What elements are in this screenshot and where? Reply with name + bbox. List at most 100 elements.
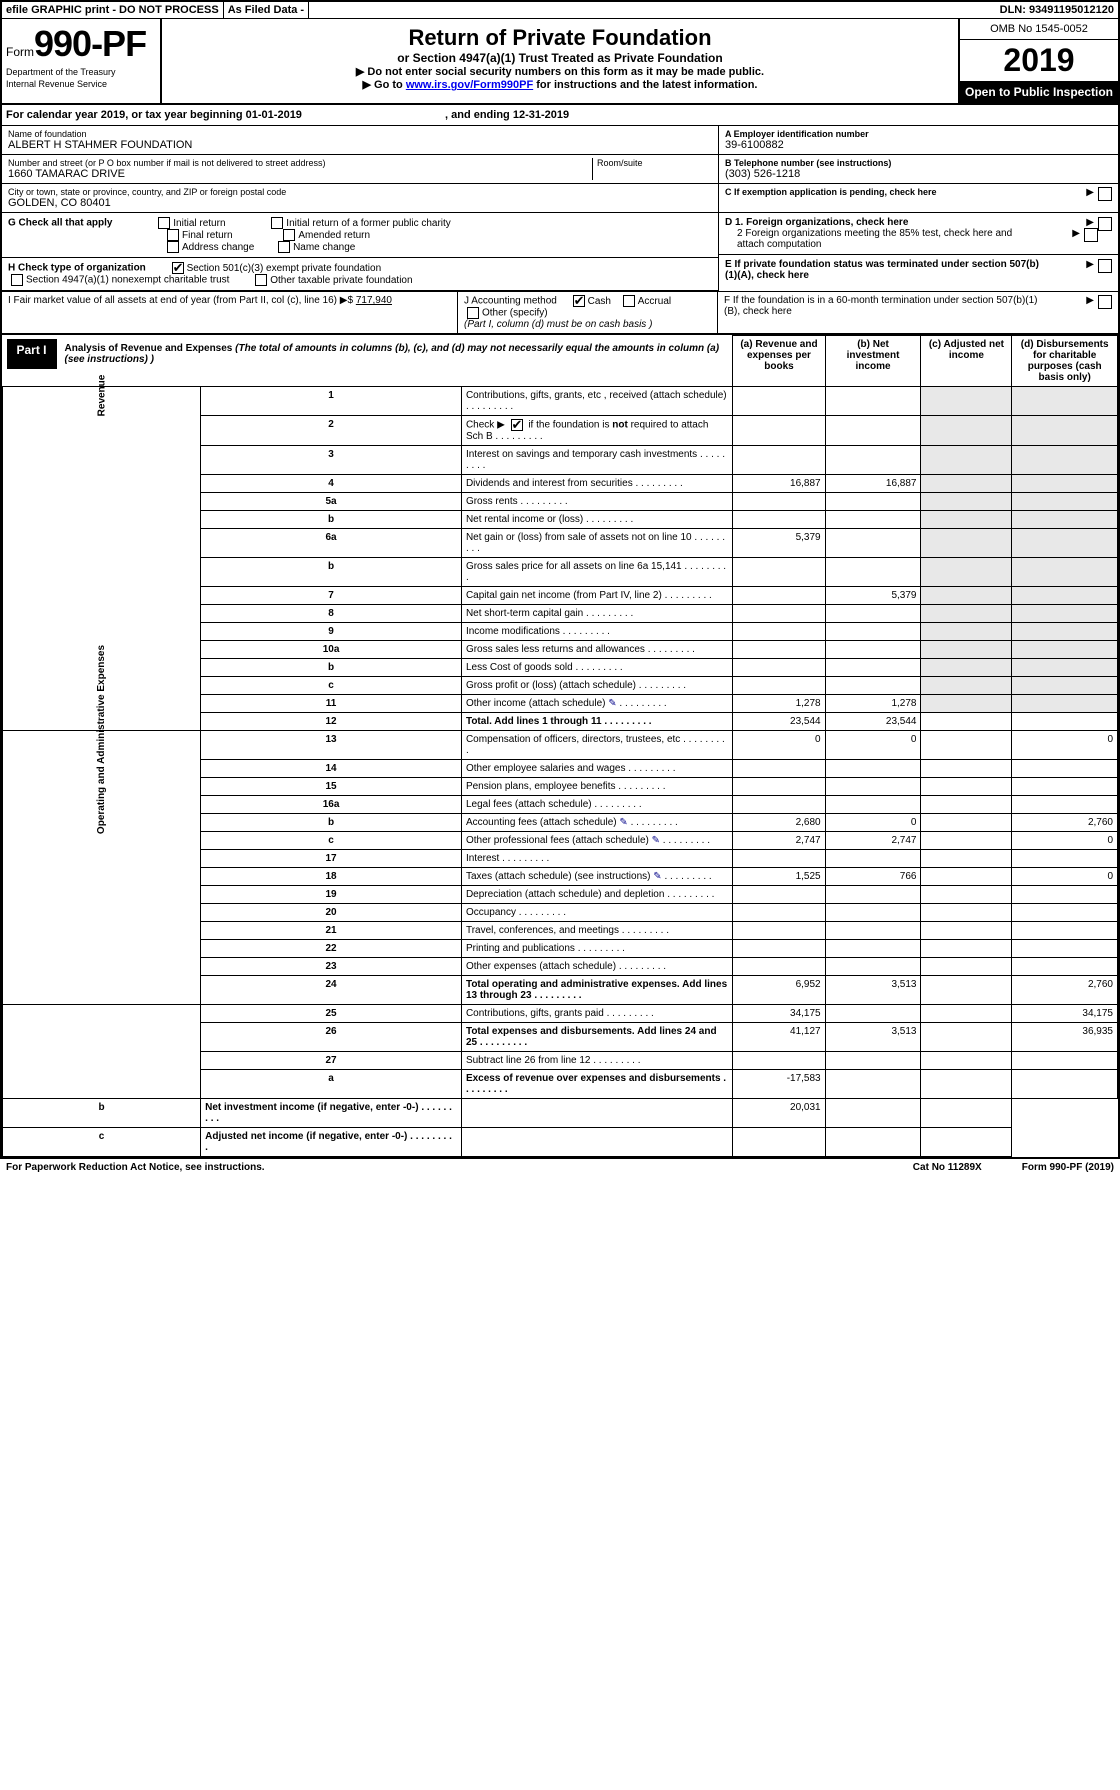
amount-cell [825,1128,921,1157]
summary-side [3,1005,201,1099]
amount-cell [733,850,825,868]
ssn-warning: ▶ Do not enter social security numbers o… [168,65,952,78]
amount-cell [733,940,825,958]
d2-label: 2 Foreign organizations meeting the 85% … [737,228,1037,250]
initial-former-label: Initial return of a former public charit… [286,218,451,229]
amount-cell [921,1052,1012,1070]
h-501c3-label: Section 501(c)(3) exempt private foundat… [187,263,382,274]
section-g: G Check all that apply Initial return In… [2,213,718,258]
name-change-checkbox[interactable] [278,241,290,253]
schb-checkbox[interactable] [511,419,523,431]
d2-checkbox[interactable] [1084,228,1098,242]
amount-cell [1012,677,1118,695]
h-other-checkbox[interactable] [255,274,267,286]
e-checkbox[interactable] [1098,259,1112,273]
row-number: 2 [201,416,462,446]
attachment-icon[interactable]: ✎ [653,871,661,882]
amount-cell [1012,796,1118,814]
row-description: Dividends and interest from securities [461,475,732,493]
amount-cell [825,387,921,416]
fmv-value: 717,940 [356,295,392,306]
phone-value: (303) 526-1218 [725,168,1112,180]
row-number: 17 [201,850,462,868]
other-method-checkbox[interactable] [467,307,479,319]
addr-change-label: Address change [182,242,254,253]
row-number: b [201,814,462,832]
form-ref: Form 990-PF (2019) [1022,1162,1114,1173]
final-return-checkbox[interactable] [167,229,179,241]
section-gdeh: G Check all that apply Initial return In… [2,213,1118,292]
amount-cell [1012,387,1118,416]
table-row: bNet investment income (if negative, ent… [3,1099,1118,1128]
attachment-icon[interactable]: ✎ [619,817,627,828]
city-label: City or town, state or province, country… [8,187,712,197]
row-description: Net investment income (if negative, ente… [201,1099,462,1128]
initial-return-checkbox[interactable] [158,217,170,229]
f-checkbox[interactable] [1098,295,1112,309]
amount-cell: 0 [1012,832,1118,850]
ein-label: A Employer identification number [725,129,1112,139]
ein-value: 39-6100882 [725,139,1112,151]
accrual-label: Accrual [638,296,671,307]
initial-former-checkbox[interactable] [271,217,283,229]
amount-cell [733,1128,825,1157]
amount-cell: 23,544 [825,713,921,731]
amount-cell [1012,605,1118,623]
amount-cell [921,623,1012,641]
row-description: Income modifications [461,623,732,641]
amount-cell: 1,525 [733,868,825,886]
row-description: Interest [461,850,732,868]
d1-checkbox[interactable] [1098,217,1112,231]
row-number: 10a [201,641,462,659]
form-container: efile GRAPHIC print - DO NOT PROCESS As … [0,0,1120,1159]
phone-label: B Telephone number (see instructions) [725,158,1112,168]
amended-checkbox[interactable] [283,229,295,241]
amount-cell [733,605,825,623]
cash-checkbox[interactable] [573,295,585,307]
row-description: Adjusted net income (if negative, enter … [201,1128,462,1157]
row-description: Total. Add lines 1 through 11 [461,713,732,731]
irs-link[interactable]: www.irs.gov/Form990PF [406,79,533,91]
arrow-icon: ▶ [1086,259,1094,270]
amount-cell [1012,850,1118,868]
h-501c3-checkbox[interactable] [172,262,184,274]
i-label: I Fair market value of all assets at end… [8,295,353,306]
addr-change-checkbox[interactable] [167,241,179,253]
amount-cell [825,605,921,623]
attachment-icon[interactable]: ✎ [608,698,616,709]
amount-cell [921,695,1012,713]
amount-cell: 16,887 [825,475,921,493]
attachment-icon[interactable]: ✎ [652,835,660,846]
accrual-checkbox[interactable] [623,295,635,307]
amount-cell [825,778,921,796]
h-4947-label: Section 4947(a)(1) nonexempt charitable … [26,275,229,286]
cal-end: 12-31-2019 [513,109,569,121]
row-description: Compensation of officers, directors, tru… [461,731,732,760]
arrow-icon: ▶ [1086,217,1094,228]
amount-cell [921,868,1012,886]
amount-cell [733,416,825,446]
section-h: H Check type of organization Section 501… [2,258,718,291]
amount-cell [1012,493,1118,511]
row-number: b [3,1099,201,1128]
efile-notice: efile GRAPHIC print - DO NOT PROCESS [2,2,224,18]
section-e: E If private foundation status was termi… [719,254,1118,285]
row-description: Less Cost of goods sold [461,659,732,677]
amount-cell [1012,1070,1118,1099]
amount-cell [1012,695,1118,713]
amount-cell [921,659,1012,677]
amount-cell [825,922,921,940]
amount-cell [825,416,921,446]
exemption-checkbox[interactable] [1098,187,1112,201]
row-description: Check ▶ if the foundation is not require… [461,416,732,446]
row-number: 3 [201,446,462,475]
amount-cell [1012,623,1118,641]
h-4947-checkbox[interactable] [11,274,23,286]
amount-cell [733,1052,825,1070]
part1-table: Part I Analysis of Revenue and Expenses … [2,335,1118,1157]
arrow-icon: ▶ [1072,228,1080,239]
amount-cell [921,814,1012,832]
table-row: cAdjusted net income (if negative, enter… [3,1128,1118,1157]
section-f: F If the foundation is in a 60-month ter… [718,292,1118,333]
amount-cell [1012,940,1118,958]
